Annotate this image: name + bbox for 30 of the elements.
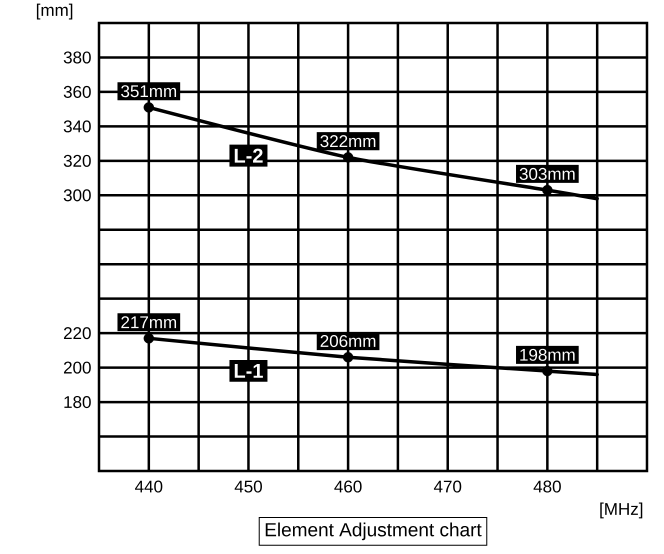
y-tick-label: 300 [64,189,91,202]
y-tick-label: 200 [64,362,91,374]
y-axis-title: [mm] [36,4,72,20]
y-tick-label: 340 [64,120,91,132]
data-label: 206mm [320,335,376,348]
data-label: 303mm [520,168,575,180]
data-label: 322mm [320,135,376,148]
data-label: 217mm [121,316,176,328]
x-axis-title: [MHz] [600,502,642,518]
y-tick-label: 320 [64,154,91,167]
series-label: L-1 [234,364,263,378]
data-label: 198mm [520,348,575,361]
x-tick-label: 450 [234,480,262,493]
y-tick-label: 360 [64,86,91,98]
point [542,366,553,376]
series-label: L-2 [234,148,263,163]
point [144,102,154,113]
x-tick-label: 480 [534,480,561,493]
y-tick-label: 380 [64,51,91,64]
point [342,352,354,362]
text: Element Adjustment chart [266,522,482,540]
data-label: 351mm [121,85,176,98]
x-tick-label: 460 [334,480,362,493]
y-tick-label: 180 [64,396,91,408]
x-tick-label: 470 [434,480,462,493]
point [144,333,154,344]
point [342,152,354,163]
point [542,184,553,196]
y-tick-label: 220 [64,327,91,340]
x-tick-label: 440 [135,480,162,493]
